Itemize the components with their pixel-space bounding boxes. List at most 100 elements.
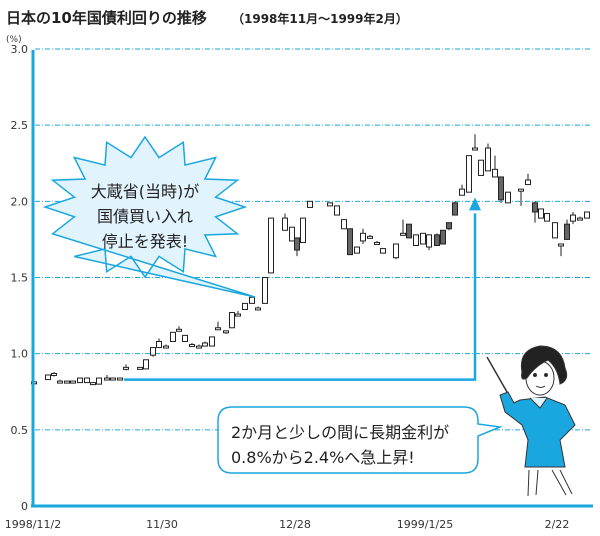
- x-tick-label: 12/28: [279, 518, 311, 531]
- candle-body: [558, 243, 564, 247]
- y-tick-label: 2.0: [11, 195, 29, 208]
- candle: [498, 176, 504, 203]
- leg-right-2: [559, 469, 573, 495]
- candle: [518, 188, 524, 206]
- candle: [406, 223, 412, 239]
- candle: [558, 243, 564, 257]
- candle: [492, 155, 498, 178]
- collar: [529, 397, 548, 409]
- candle-body: [282, 217, 288, 231]
- candle: [163, 344, 169, 349]
- candle-body: [163, 345, 169, 349]
- candles: [31, 134, 590, 386]
- candle: [77, 377, 83, 384]
- candle-body: [552, 222, 558, 239]
- candle: [209, 336, 215, 347]
- candle-body: [360, 232, 366, 242]
- pointer-stick: [486, 356, 508, 393]
- candle: [466, 155, 472, 193]
- x-tick-label: 11/30: [146, 518, 178, 531]
- candle: [360, 228, 366, 244]
- candle: [525, 173, 531, 186]
- candle: [268, 217, 274, 274]
- candle-body: [70, 380, 76, 384]
- candle-body: [123, 366, 129, 370]
- candle: [459, 184, 465, 196]
- y-tick-label: 1.0: [11, 348, 29, 361]
- leg-right: [551, 469, 567, 496]
- candle: [196, 344, 202, 349]
- candle-body: [570, 214, 576, 222]
- candle-body: [406, 223, 412, 239]
- x-tick-label: 1999/1/25: [397, 518, 453, 531]
- candle-body: [564, 223, 570, 240]
- candle: [552, 222, 558, 239]
- candle: [532, 201, 538, 223]
- candle-body: [249, 296, 255, 304]
- candle: [374, 240, 380, 245]
- candle: [289, 226, 295, 242]
- candle: [327, 202, 333, 207]
- candle: [104, 374, 110, 381]
- candle-body: [498, 176, 504, 201]
- candle: [51, 371, 57, 377]
- candle-body: [289, 226, 295, 242]
- candle-body: [64, 380, 70, 384]
- candle-body: [262, 277, 268, 304]
- candle: [380, 248, 386, 254]
- candle-body: [176, 328, 182, 332]
- eye-left: [533, 373, 537, 377]
- candle: [223, 330, 229, 334]
- speech-bubble-shape: [217, 406, 503, 474]
- candle-body: [426, 234, 432, 248]
- candle: [485, 143, 491, 172]
- candle-body: [367, 235, 373, 239]
- candle: [255, 306, 261, 311]
- candle: [229, 312, 235, 329]
- candle: [334, 205, 340, 216]
- candle-body: [466, 155, 472, 193]
- candle: [150, 347, 156, 357]
- arrow-line: [124, 213, 477, 381]
- candle-body: [137, 366, 143, 370]
- candle-body: [229, 312, 235, 329]
- starburst-callout: 大蔵省(当時)が 国債買い入れ 停止を発表!: [42, 135, 256, 298]
- candle: [45, 374, 51, 381]
- y-axis-unit: (%): [6, 35, 22, 45]
- candle: [544, 213, 550, 222]
- candle-body: [104, 377, 110, 381]
- starburst-line-1: 大蔵省(当時)が: [91, 182, 200, 201]
- candle: [400, 219, 406, 236]
- candle-body: [90, 382, 96, 386]
- candle: [472, 134, 478, 151]
- candle-body: [532, 202, 538, 213]
- y-tick-label: 1.5: [11, 272, 29, 285]
- candle-body: [170, 331, 176, 342]
- candle-body: [400, 232, 406, 236]
- candle: [300, 217, 306, 243]
- candle: [294, 237, 300, 257]
- candle-body: [478, 159, 484, 176]
- candle: [189, 343, 195, 348]
- candle-body: [413, 234, 419, 247]
- speech-line-2: 0.8%から2.4%へ急上昇!: [231, 448, 415, 467]
- candle-body: [84, 377, 90, 384]
- candle-body: [110, 377, 116, 381]
- candle: [584, 211, 590, 219]
- candle: [354, 246, 360, 254]
- candle-body: [209, 336, 215, 347]
- candle-body: [380, 248, 386, 254]
- candle-body: [202, 342, 208, 347]
- y-tick-label: 3.0: [11, 43, 29, 56]
- candle-body: [45, 374, 51, 381]
- candle-body: [196, 345, 202, 349]
- candle-body: [347, 228, 353, 256]
- speech-bubble: 2か月と少しの間に長期金利が 0.8%から2.4%へ急上昇!: [217, 406, 503, 474]
- candle: [110, 377, 116, 381]
- candle: [70, 380, 76, 384]
- x-axis-ticks: 1998/11/2 11/30 12/28 1999/1/25 2/22: [5, 518, 570, 531]
- candle-body: [459, 188, 465, 196]
- x-tick-label: 2/22: [545, 518, 570, 531]
- candle-body: [538, 208, 544, 219]
